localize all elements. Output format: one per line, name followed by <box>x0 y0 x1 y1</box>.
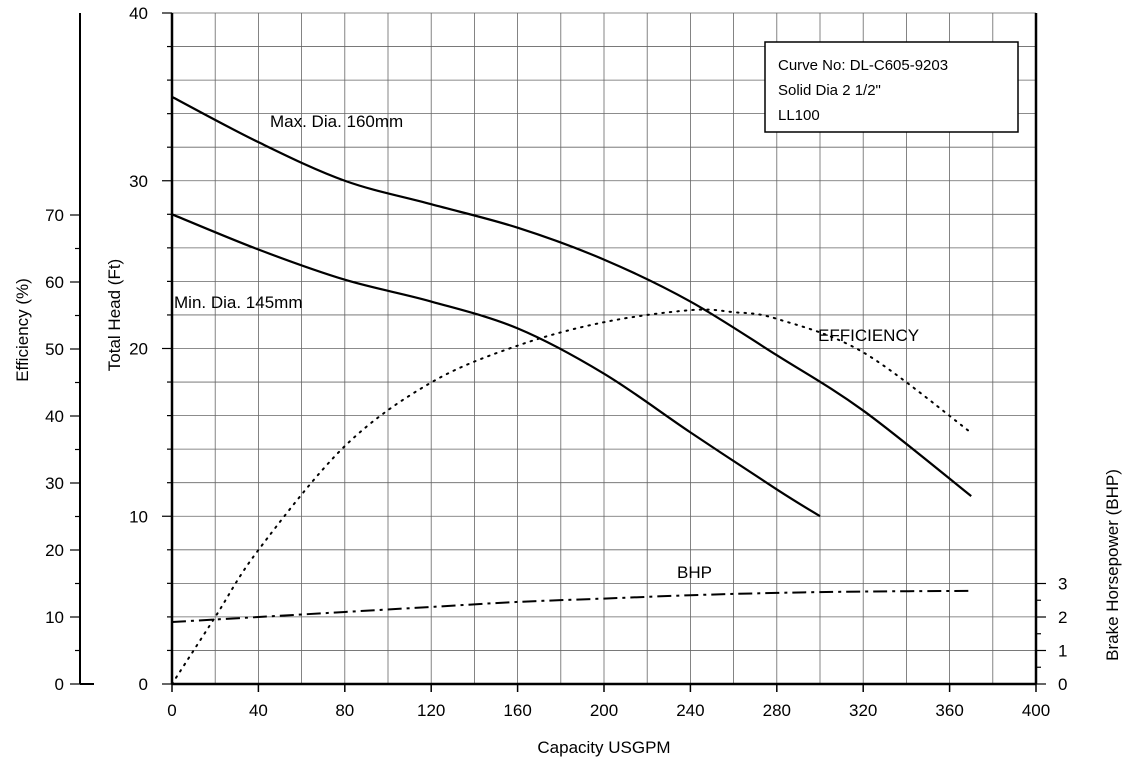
efficiency-tick-label: 0 <box>55 675 64 694</box>
annotations: Max. Dia. 160mm Min. Dia. 145mm EFFICIENCY… <box>174 112 919 582</box>
head-axis-title: Total Head (Ft) <box>105 259 124 371</box>
x-tick-label: 160 <box>503 701 531 720</box>
x-tick-label: 280 <box>763 701 791 720</box>
efficiency-tick-label: 20 <box>45 541 64 560</box>
legend-line-solid-dia: Solid Dia 2 1/2" <box>778 82 881 99</box>
head-tick-label: 10 <box>129 507 148 526</box>
bhp-tick-label: 2 <box>1058 608 1067 627</box>
head-tick-label: 40 <box>129 4 148 23</box>
x-tick-label: 120 <box>417 701 445 720</box>
series-line-max-dia-160mm <box>171 95 972 497</box>
head-tick-label: 30 <box>129 172 148 191</box>
x-axis-title: Capacity USGPM <box>537 738 670 757</box>
annotation-label: Max. Dia. 160mm <box>270 112 403 131</box>
legend-box-frame <box>764 41 1019 133</box>
x-tick-label: 400 <box>1022 701 1050 720</box>
annotation-label: BHP <box>677 563 712 582</box>
x-tick-label: 0 <box>167 701 176 720</box>
efficiency-tick-label: 40 <box>45 407 64 426</box>
tick-labels: 0 40 80 120 160 200 240 280 320 360 40001020304001… <box>45 4 1067 720</box>
efficiency-axis-title: Efficiency (%) <box>13 278 32 382</box>
x-tick-label: 360 <box>935 701 963 720</box>
legend-line-curve-no: Curve No: DL-C605-9203 <box>778 57 948 74</box>
x-tick-label: 40 <box>249 701 268 720</box>
bhp-axis-title: Brake Horsepower (BHP) <box>1103 469 1122 661</box>
legend-box: Curve No: DL-C605-9203 Solid Dia 2 1/2" … <box>764 41 1019 133</box>
legend-line-model: LL100 <box>778 107 820 124</box>
bhp-tick-label: 3 <box>1058 575 1067 594</box>
series-line-efficiency <box>171 308 973 685</box>
annotation-label: Min. Dia. 145mm <box>174 293 302 312</box>
efficiency-tick-label: 60 <box>45 273 64 292</box>
efficiency-tick-label: 70 <box>45 206 64 225</box>
efficiency-tick-label: 10 <box>45 608 64 627</box>
series-lines <box>171 95 973 685</box>
x-tick-label: 80 <box>335 701 354 720</box>
head-tick-label: 0 <box>139 675 148 694</box>
x-tick-label: 240 <box>676 701 704 720</box>
bhp-tick-label: 1 <box>1058 642 1067 661</box>
efficiency-tick-label: 30 <box>45 474 64 493</box>
series-line-min-dia-145mm <box>171 213 821 518</box>
x-tick-label: 320 <box>849 701 877 720</box>
bhp-tick-label: 0 <box>1058 675 1067 694</box>
annotation-label: EFFICIENCY <box>818 326 919 345</box>
efficiency-tick-label: 50 <box>45 340 64 359</box>
series-line-bhp <box>171 589 972 624</box>
x-tick-label: 200 <box>590 701 618 720</box>
head-tick-label: 20 <box>129 340 148 359</box>
